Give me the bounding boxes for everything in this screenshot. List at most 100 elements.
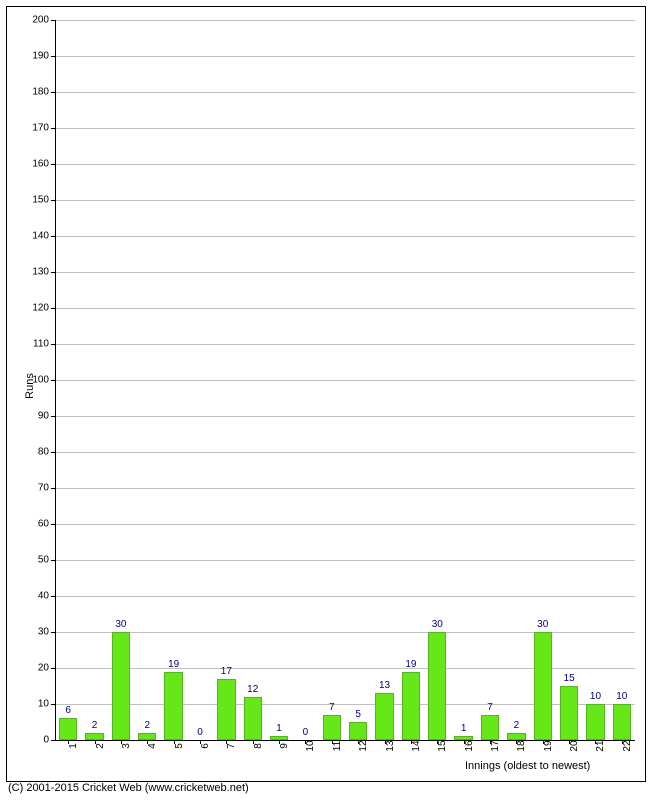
y-tick-label: 90 <box>38 411 49 422</box>
y-tick-label: 60 <box>38 519 49 530</box>
gridline <box>55 560 635 561</box>
bar-value-label: 6 <box>65 705 71 716</box>
bar-value-label: 19 <box>168 659 179 670</box>
bar-value-label: 2 <box>92 720 98 731</box>
gridline <box>55 308 635 309</box>
bar-value-label: 19 <box>405 659 416 670</box>
gridline <box>55 272 635 273</box>
x-tick-label: 9 <box>279 743 290 749</box>
gridline <box>55 416 635 417</box>
x-tick-label: 22 <box>622 740 633 751</box>
bar <box>481 715 499 740</box>
bar-value-label: 0 <box>303 727 309 738</box>
x-tick-label: 2 <box>95 743 106 749</box>
bar-value-label: 30 <box>115 619 126 630</box>
gridline <box>55 452 635 453</box>
y-tick-label: 120 <box>32 303 49 314</box>
gridline <box>55 200 635 201</box>
bar-value-label: 10 <box>616 691 627 702</box>
x-tick-label: 19 <box>543 740 554 751</box>
bar <box>507 733 525 740</box>
bar <box>349 722 367 740</box>
bar <box>138 733 156 740</box>
bar-value-label: 30 <box>537 619 548 630</box>
x-tick-label: 3 <box>121 743 132 749</box>
gridline <box>55 164 635 165</box>
x-tick-label: 12 <box>358 740 369 751</box>
x-tick-label: 17 <box>490 740 501 751</box>
chart-container: 0102030405060708090100110120130140150160… <box>0 0 650 800</box>
plot-area: 0102030405060708090100110120130140150160… <box>55 20 635 740</box>
x-axis-title: Innings (oldest to newest) <box>465 760 590 772</box>
y-tick-label: 110 <box>33 339 49 350</box>
bar <box>59 718 77 740</box>
y-tick-label: 190 <box>32 51 49 62</box>
bar-value-label: 13 <box>379 680 390 691</box>
bar <box>85 733 103 740</box>
bar-value-label: 7 <box>329 702 335 713</box>
bar <box>164 672 182 740</box>
gridline <box>55 344 635 345</box>
copyright-text: (C) 2001-2015 Cricket Web (www.cricketwe… <box>8 782 249 794</box>
y-tick-label: 200 <box>32 15 49 26</box>
y-tick-label: 50 <box>38 555 49 566</box>
bar <box>534 632 552 740</box>
bar-value-label: 30 <box>432 619 443 630</box>
bar-value-label: 17 <box>221 666 232 677</box>
gridline <box>55 236 635 237</box>
y-tick-label: 0 <box>43 735 49 746</box>
x-tick-label: 10 <box>305 740 316 751</box>
bar-value-label: 10 <box>590 691 601 702</box>
x-tick-label: 20 <box>569 740 580 751</box>
bar-value-label: 1 <box>276 723 282 734</box>
x-tick-label: 5 <box>174 743 185 749</box>
y-tick-label: 140 <box>32 231 49 242</box>
x-tick-label: 11 <box>332 741 343 751</box>
y-axis-title: Runs <box>24 373 36 399</box>
bar <box>375 693 393 740</box>
x-tick-label: 6 <box>200 743 211 749</box>
bar-value-label: 5 <box>355 709 361 720</box>
gridline <box>55 488 635 489</box>
bar <box>428 632 446 740</box>
x-tick-label: 15 <box>437 740 448 751</box>
bar <box>402 672 420 740</box>
bar-value-label: 2 <box>144 720 150 731</box>
bar-value-label: 1 <box>461 723 467 734</box>
bar <box>323 715 341 740</box>
x-tick-label: 13 <box>385 740 396 751</box>
bar-value-label: 0 <box>197 727 203 738</box>
gridline <box>55 380 635 381</box>
y-tick-label: 160 <box>32 159 49 170</box>
bar <box>217 679 235 740</box>
y-axis-line <box>55 20 56 740</box>
gridline <box>55 92 635 93</box>
y-tick-label: 30 <box>38 627 49 638</box>
gridline <box>55 128 635 129</box>
y-tick-label: 180 <box>32 87 49 98</box>
x-tick-label: 16 <box>464 740 475 751</box>
x-tick-label: 18 <box>516 740 527 751</box>
bar-value-label: 2 <box>514 720 520 731</box>
x-tick-label: 4 <box>147 743 158 749</box>
y-tick-label: 130 <box>32 267 49 278</box>
x-tick-label: 21 <box>595 740 606 751</box>
bar-value-label: 15 <box>564 673 575 684</box>
y-tick-label: 70 <box>38 483 49 494</box>
y-tick-label: 10 <box>38 699 49 710</box>
bar <box>244 697 262 740</box>
bar-value-label: 12 <box>247 684 258 695</box>
x-tick-label: 1 <box>68 743 79 749</box>
gridline <box>55 56 635 57</box>
y-tick-label: 80 <box>38 447 49 458</box>
gridline <box>55 524 635 525</box>
gridline <box>55 596 635 597</box>
bar <box>560 686 578 740</box>
y-tick-label: 40 <box>38 591 49 602</box>
y-tick-label: 20 <box>38 663 49 674</box>
y-tick-label: 170 <box>32 123 49 134</box>
bar-value-label: 7 <box>487 702 493 713</box>
bar <box>613 704 631 740</box>
gridline <box>55 20 635 21</box>
x-tick-label: 7 <box>226 743 237 749</box>
